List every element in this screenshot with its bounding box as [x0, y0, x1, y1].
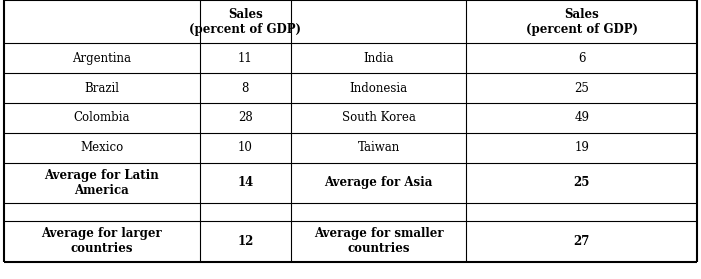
Text: 11: 11 [238, 52, 253, 65]
Text: 49: 49 [574, 111, 590, 124]
Text: Taiwan: Taiwan [358, 141, 400, 154]
Text: 8: 8 [242, 81, 249, 95]
Text: Average for smaller
countries: Average for smaller countries [314, 227, 443, 256]
Text: 12: 12 [237, 235, 254, 248]
Text: Average for Latin
America: Average for Latin America [44, 169, 159, 197]
Text: Average for Asia: Average for Asia [325, 176, 433, 189]
Text: 28: 28 [238, 111, 253, 124]
Text: South Korea: South Korea [341, 111, 416, 124]
Text: Indonesia: Indonesia [350, 81, 407, 95]
Text: 25: 25 [574, 81, 590, 95]
Text: 10: 10 [238, 141, 253, 154]
Text: India: India [363, 52, 394, 65]
Text: Argentina: Argentina [72, 52, 131, 65]
Text: Sales
(percent of GDP): Sales (percent of GDP) [189, 8, 301, 36]
Text: Mexico: Mexico [80, 141, 123, 154]
Text: Colombia: Colombia [74, 111, 130, 124]
Text: Sales
(percent of GDP): Sales (percent of GDP) [526, 8, 638, 36]
Text: 14: 14 [237, 176, 254, 189]
Text: 6: 6 [578, 52, 585, 65]
Text: 19: 19 [574, 141, 590, 154]
Text: 27: 27 [573, 235, 590, 248]
Text: Brazil: Brazil [84, 81, 119, 95]
Text: 25: 25 [573, 176, 590, 189]
Text: Average for larger
countries: Average for larger countries [41, 227, 162, 256]
